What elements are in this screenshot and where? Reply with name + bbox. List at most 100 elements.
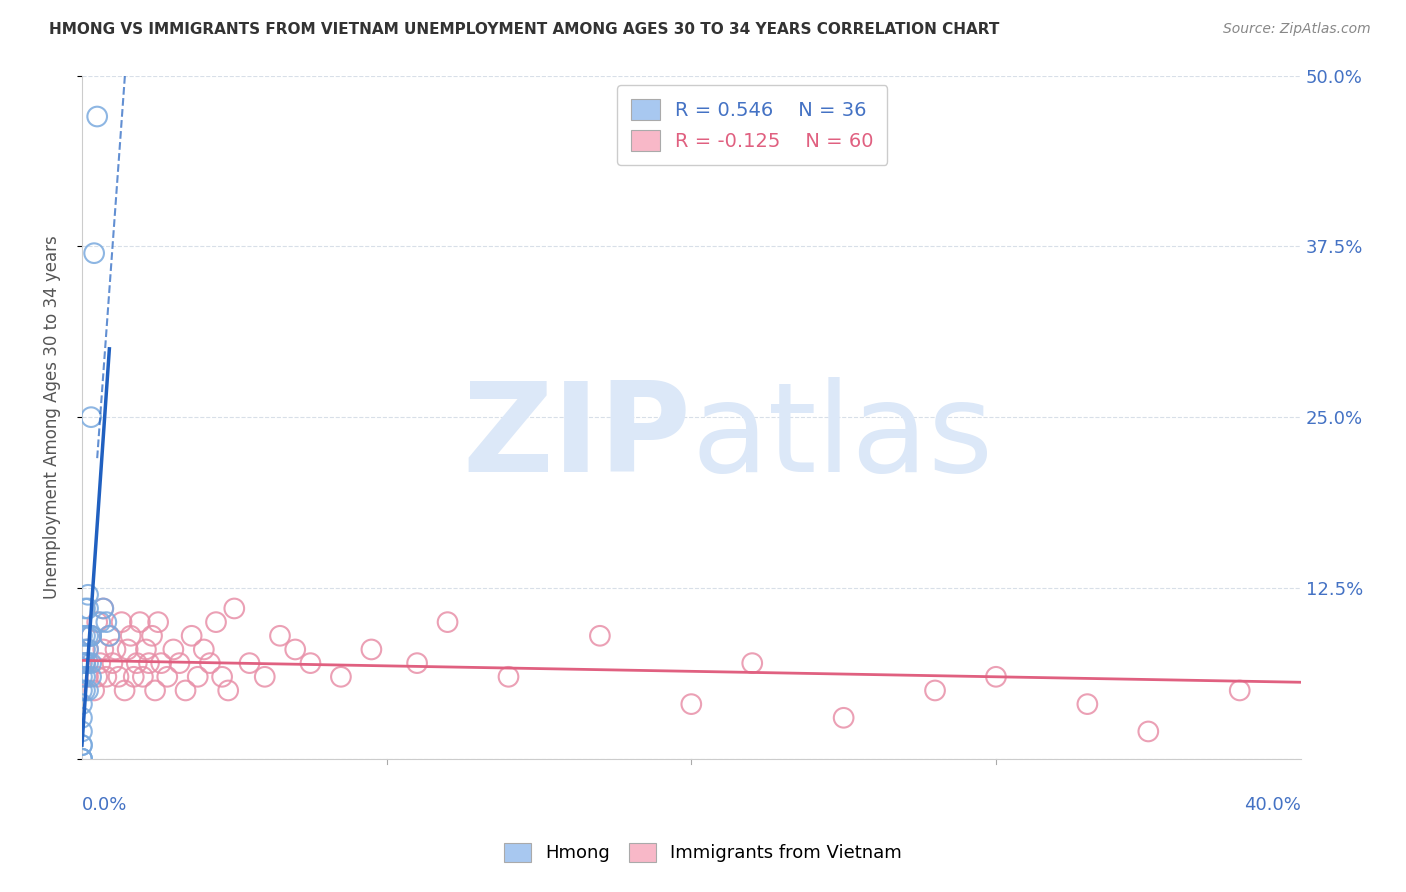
Text: atlas: atlas — [692, 377, 994, 498]
Point — [436, 615, 458, 629]
Point — [406, 656, 429, 670]
Point — [498, 670, 520, 684]
Point — [73, 642, 96, 657]
Point — [269, 629, 291, 643]
Point — [86, 615, 108, 629]
Legend: Hmong, Immigrants from Vietnam: Hmong, Immigrants from Vietnam — [496, 836, 910, 870]
Point — [70, 656, 93, 670]
Point — [128, 615, 150, 629]
Point — [205, 615, 228, 629]
Point — [77, 670, 100, 684]
Point — [117, 642, 139, 657]
Point — [86, 110, 108, 124]
Point — [73, 656, 96, 670]
Point — [211, 670, 233, 684]
Point — [91, 642, 114, 657]
Point — [114, 683, 136, 698]
Point — [70, 752, 93, 766]
Point — [80, 656, 103, 670]
Point — [741, 656, 763, 670]
Point — [122, 670, 145, 684]
Point — [1137, 724, 1160, 739]
Point — [832, 711, 855, 725]
Point — [169, 656, 191, 670]
Point — [77, 642, 100, 657]
Point — [135, 642, 157, 657]
Point — [91, 601, 114, 615]
Point — [80, 670, 103, 684]
Point — [924, 683, 946, 698]
Point — [77, 588, 100, 602]
Point — [96, 670, 118, 684]
Point — [589, 629, 612, 643]
Point — [70, 629, 93, 643]
Point — [73, 601, 96, 615]
Point — [284, 642, 307, 657]
Point — [89, 656, 111, 670]
Point — [77, 642, 100, 657]
Point — [180, 629, 202, 643]
Point — [193, 642, 215, 657]
Y-axis label: Unemployment Among Ages 30 to 34 years: Unemployment Among Ages 30 to 34 years — [44, 235, 60, 599]
Point — [217, 683, 239, 698]
Point — [70, 724, 93, 739]
Point — [1229, 683, 1251, 698]
Point — [98, 629, 121, 643]
Point — [86, 670, 108, 684]
Point — [101, 656, 124, 670]
Point — [70, 752, 93, 766]
Point — [96, 615, 118, 629]
Point — [91, 601, 114, 615]
Point — [984, 670, 1007, 684]
Point — [73, 670, 96, 684]
Point — [238, 656, 260, 670]
Point — [198, 656, 221, 670]
Point — [83, 683, 105, 698]
Point — [156, 670, 179, 684]
Point — [70, 670, 93, 684]
Point — [80, 629, 103, 643]
Point — [143, 683, 166, 698]
Text: 40.0%: 40.0% — [1244, 797, 1301, 814]
Point — [107, 670, 129, 684]
Point — [77, 629, 100, 643]
Point — [77, 656, 100, 670]
Point — [174, 683, 197, 698]
Point — [73, 656, 96, 670]
Point — [80, 410, 103, 425]
Point — [299, 656, 322, 670]
Text: Source: ZipAtlas.com: Source: ZipAtlas.com — [1223, 22, 1371, 37]
Point — [146, 615, 169, 629]
Legend: R = 0.546    N = 36, R = -0.125    N = 60: R = 0.546 N = 36, R = -0.125 N = 60 — [617, 86, 887, 165]
Point — [70, 752, 93, 766]
Point — [224, 601, 246, 615]
Point — [329, 670, 352, 684]
Point — [70, 711, 93, 725]
Text: ZIP: ZIP — [463, 377, 692, 498]
Point — [70, 683, 93, 698]
Point — [73, 656, 96, 670]
Point — [73, 683, 96, 698]
Point — [132, 670, 155, 684]
Point — [138, 656, 160, 670]
Point — [253, 670, 276, 684]
Point — [104, 642, 127, 657]
Point — [83, 246, 105, 260]
Point — [80, 629, 103, 643]
Point — [77, 683, 100, 698]
Point — [141, 629, 163, 643]
Point — [70, 738, 93, 752]
Point — [80, 629, 103, 643]
Point — [162, 642, 184, 657]
Point — [89, 615, 111, 629]
Point — [120, 629, 142, 643]
Point — [70, 697, 93, 711]
Point — [150, 656, 173, 670]
Point — [125, 656, 148, 670]
Point — [98, 629, 121, 643]
Text: HMONG VS IMMIGRANTS FROM VIETNAM UNEMPLOYMENT AMONG AGES 30 TO 34 YEARS CORRELAT: HMONG VS IMMIGRANTS FROM VIETNAM UNEMPLO… — [49, 22, 1000, 37]
Point — [77, 601, 100, 615]
Point — [73, 629, 96, 643]
Point — [110, 615, 132, 629]
Point — [681, 697, 703, 711]
